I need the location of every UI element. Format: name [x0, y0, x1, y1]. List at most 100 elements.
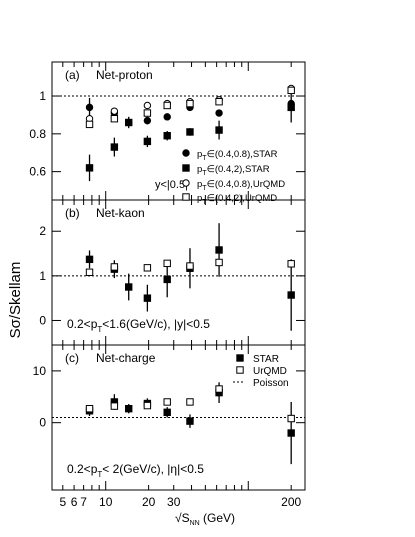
data-point — [125, 118, 133, 127]
y-axis-title: Sσ/Skellam — [7, 262, 24, 339]
panel-label: (a) — [65, 68, 80, 82]
data-point — [163, 101, 171, 110]
legend-marker — [236, 366, 244, 374]
legend-label-part: ∈(0.4,0.8),STAR — [207, 149, 278, 160]
data-point — [163, 398, 171, 406]
panel-3: 0 10 (c) Net-charge 0.2<pT< 2(GeV/c), |η|<0.… — [33, 344, 306, 491]
data-point — [186, 398, 194, 406]
y-tick-label: 1 — [39, 89, 46, 103]
data-point — [215, 126, 223, 134]
annotation-part: <1.6(GeV/c), |y|<0.5 — [102, 317, 210, 331]
x-tick-label: 7 — [80, 495, 87, 509]
data-point — [110, 402, 119, 410]
data-point — [110, 263, 119, 271]
panel-annotation: y<|0.5| — [155, 179, 188, 191]
panel-1: 0.6 0.8 1 (a) Net-proton y<|0.5| — [29, 61, 306, 201]
legend-label: pT∈(0.4,0.8),UrQMD — [197, 179, 285, 192]
data-point — [85, 404, 94, 413]
legend-marker — [182, 193, 190, 201]
data-point — [143, 101, 152, 110]
x-tick-label: 200 — [281, 495, 301, 509]
y-tick-label: 10 — [33, 364, 47, 378]
data-point — [215, 109, 223, 117]
legend-label-subscript: T — [202, 199, 207, 206]
data-point — [85, 268, 94, 276]
legend-item: pT∈(0.4,2),STAR — [182, 164, 270, 177]
panels: 0.6 0.8 1 (a) Net-proton y<|0.5| 0 1 2 (b) Net-kao… — [29, 61, 306, 509]
panel-annotation: 0.2<pT<1.6(GeV/c), |y|<0.5 — [67, 317, 210, 334]
x-axis-title-suffix: (GeV) — [200, 511, 235, 525]
panel-label: (b) — [65, 206, 80, 220]
data-point — [143, 109, 152, 117]
y-tick-label: 0 — [39, 416, 46, 430]
data-point — [85, 103, 94, 112]
data-point — [186, 128, 194, 136]
data-point — [215, 385, 223, 393]
annotation-part: < 2(GeV/c), |η|<0.5 — [102, 462, 204, 476]
data-point — [125, 283, 133, 291]
data-point — [287, 291, 295, 299]
series-2 — [85, 385, 295, 423]
legend-marker — [182, 149, 190, 157]
y-tick-label: 1 — [39, 269, 46, 283]
panel-annotation: 0.2<pT< 2(GeV/c), |η|<0.5 — [67, 462, 204, 479]
legend-item: pT∈(0.4,0.8),STAR — [182, 149, 278, 162]
series-2 — [85, 258, 295, 276]
y-tick-label: 0 — [39, 313, 46, 327]
data-point — [163, 113, 171, 121]
data-point — [110, 115, 119, 123]
legend-label-subscript: T — [202, 170, 207, 177]
data-point — [143, 137, 152, 146]
legend-label: STAR — [253, 354, 279, 365]
data-point — [143, 401, 152, 410]
x-tick-labels: 5 6 7 10 20 30 200 — [59, 495, 301, 509]
legend-panel-1: pT∈(0.4,0.8),STARpT∈(0.4,2),STARpT∈(0.4,… — [182, 149, 285, 206]
data-point — [287, 260, 295, 268]
series-2 — [85, 92, 295, 182]
series-4 — [85, 86, 295, 129]
legend-item: UrQMD — [236, 366, 287, 377]
x-tick-label: 5 — [59, 495, 66, 509]
legend-label: Poisson — [253, 378, 289, 389]
legend-label-subscript: T — [202, 155, 207, 162]
legend-label-subscript: T — [202, 185, 207, 192]
data-point — [186, 417, 194, 425]
panel-title: Net-proton — [96, 68, 153, 82]
panel-title: Net-charge — [96, 351, 156, 365]
x-tick-label: 10 — [99, 495, 113, 509]
data-point — [85, 120, 94, 129]
legend-item: Poisson — [233, 378, 289, 389]
data-point — [110, 107, 119, 115]
series-1 — [85, 382, 295, 465]
legend-label: pT∈(0.4,2),UrQMD — [197, 193, 277, 206]
series-1 — [85, 223, 295, 331]
legend-label-part: ∈(0.4,0.8),UrQMD — [207, 179, 286, 190]
legend-label-part: p — [197, 149, 202, 160]
legend-label: pT∈(0.4,2),STAR — [197, 164, 270, 177]
y-tick-label: 2 — [39, 224, 46, 238]
legend-label-part: ∈(0.4,2),UrQMD — [207, 193, 278, 204]
data-point — [125, 404, 133, 413]
panel-label: (c) — [65, 351, 79, 365]
data-point — [287, 414, 295, 423]
data-point — [143, 264, 152, 272]
legend-label: UrQMD — [253, 366, 287, 377]
y-tick-label: 0.6 — [29, 165, 46, 179]
data-point — [163, 408, 171, 417]
data-point — [163, 259, 171, 268]
data-point — [186, 262, 194, 270]
legend-marker — [236, 354, 244, 362]
legend-marker — [182, 179, 190, 187]
data-point — [287, 429, 295, 437]
data-point — [215, 97, 223, 106]
legend-marker — [182, 164, 190, 172]
data-point — [85, 255, 94, 264]
data-point — [143, 116, 152, 125]
x-axis-title-prefix: √S — [175, 511, 190, 525]
x-tick-label: 30 — [167, 495, 181, 509]
legend-label-part: p — [197, 193, 202, 204]
annotation-part: 0.2<p — [67, 462, 98, 476]
data-point — [287, 103, 295, 112]
